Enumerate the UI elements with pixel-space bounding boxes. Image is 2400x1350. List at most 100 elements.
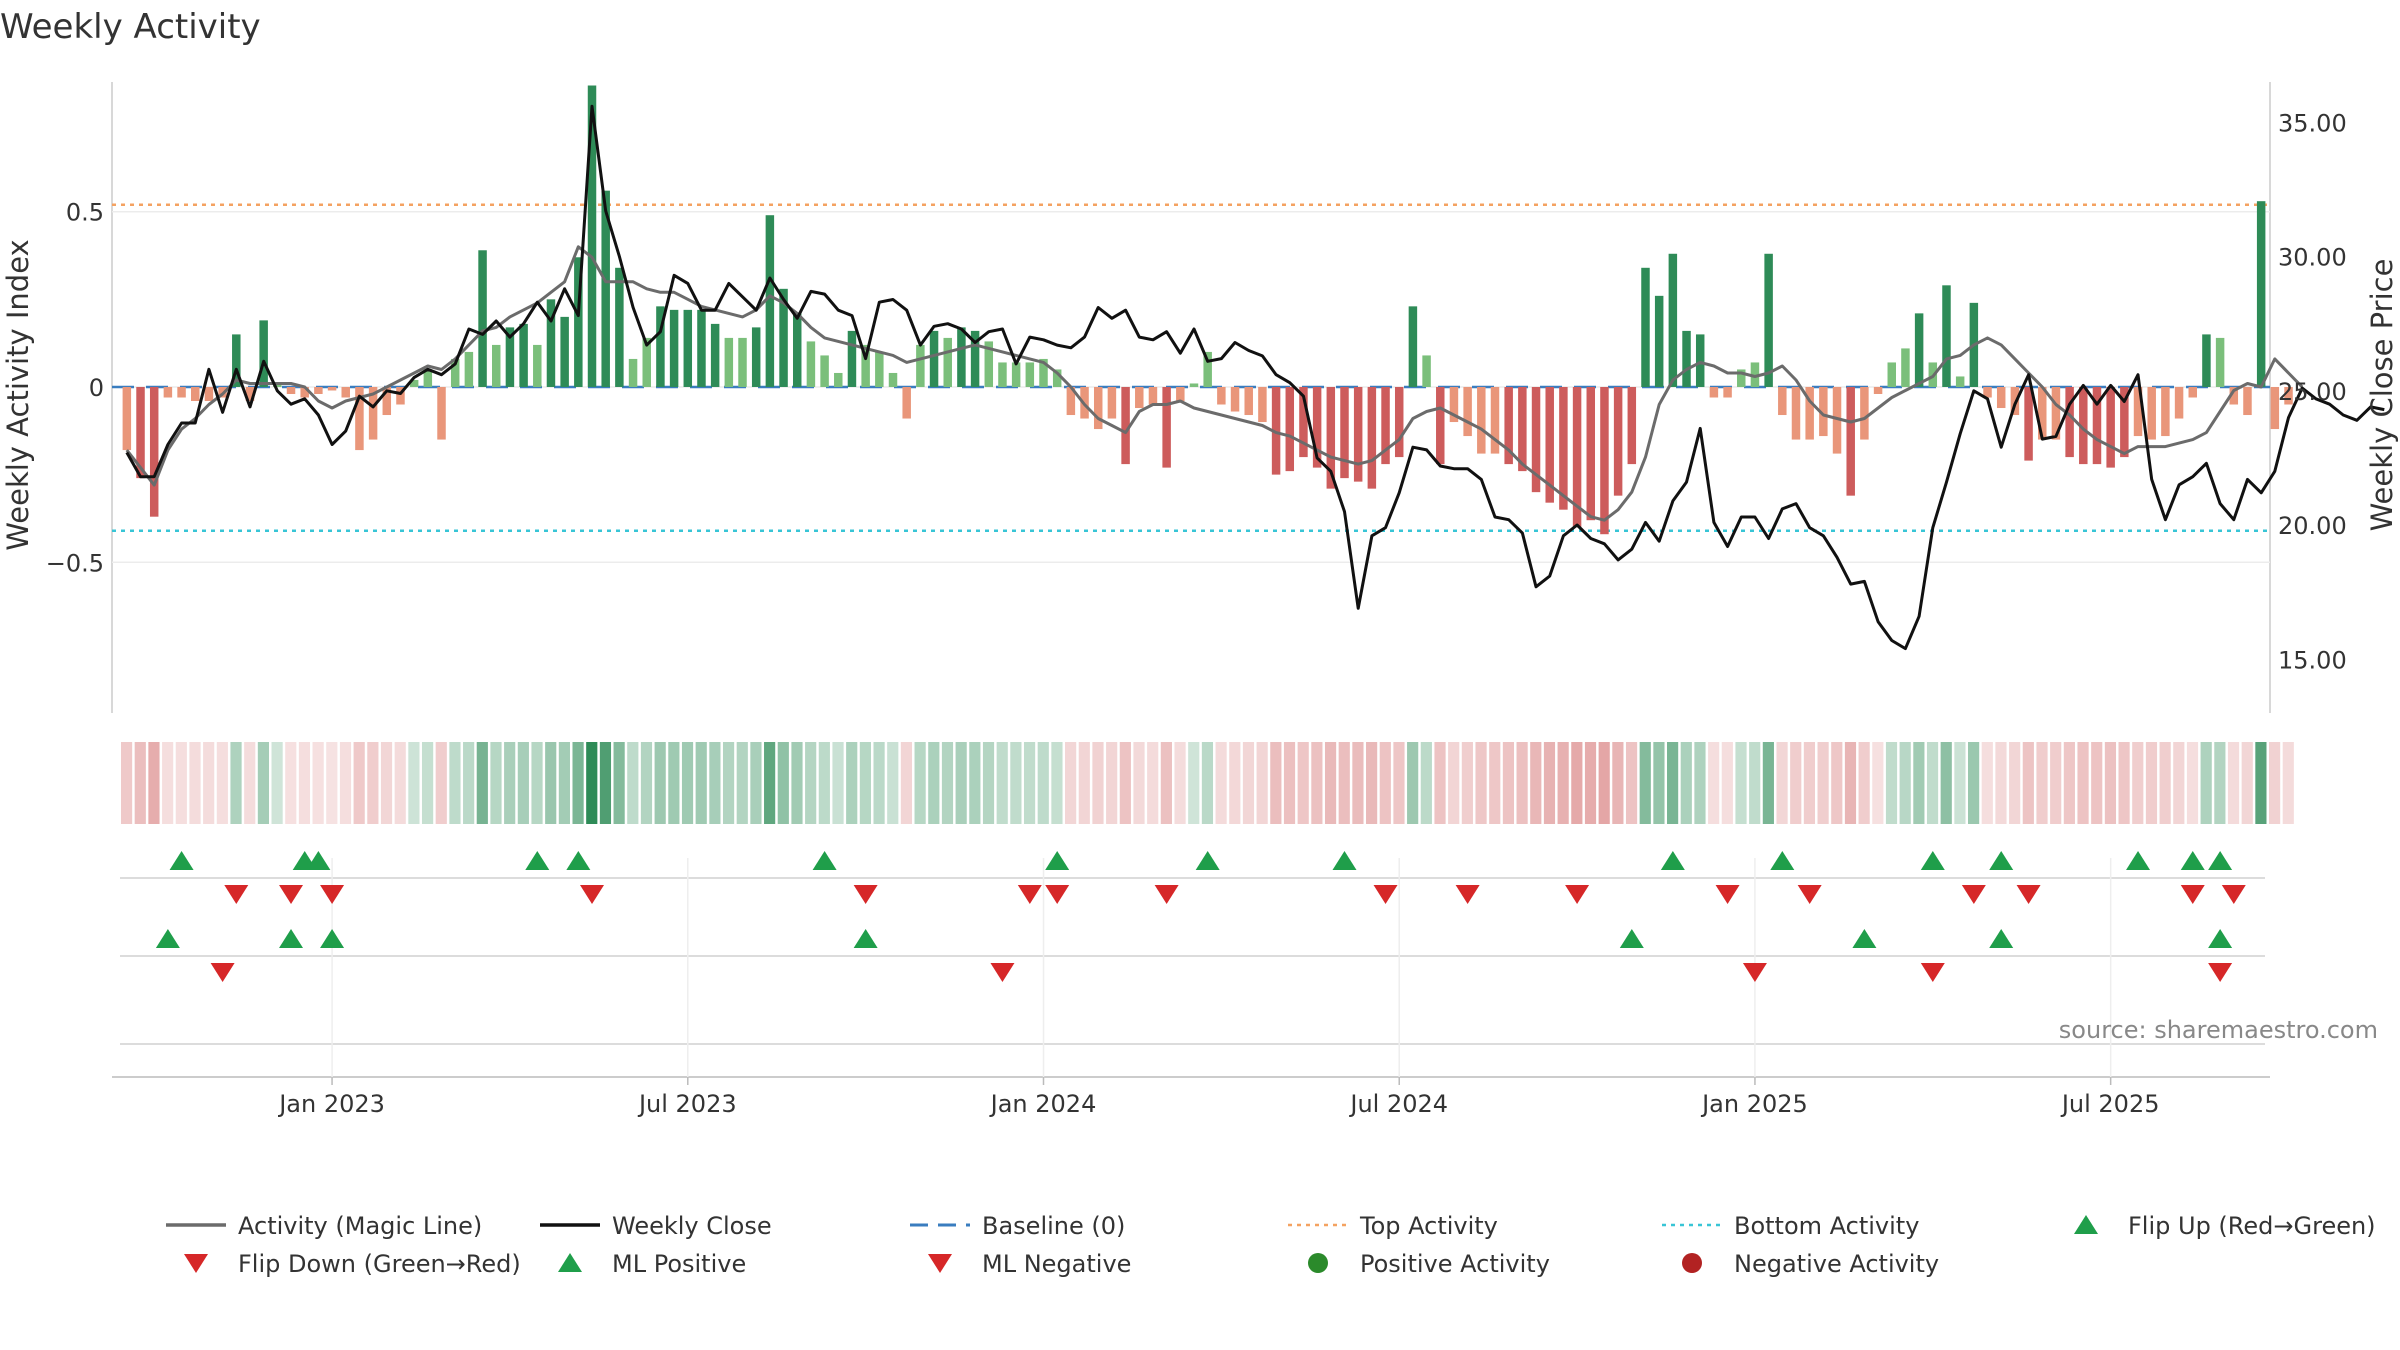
activity-bar — [1162, 386, 1171, 468]
activity-bar — [1203, 351, 1212, 387]
activity-bars — [122, 85, 2293, 535]
activity-bar — [834, 372, 843, 387]
activity-bar — [738, 337, 747, 387]
heat-cell — [476, 742, 488, 824]
legend-swatch — [928, 1254, 952, 1273]
activity-bar — [1285, 386, 1295, 472]
flip-down-marker — [1373, 885, 1398, 904]
heat-cell — [1078, 742, 1090, 824]
activity-bar — [2079, 386, 2088, 465]
flip-down-marker — [320, 885, 345, 904]
heat-cell — [2063, 742, 2075, 824]
heat-cell — [367, 742, 379, 824]
heat-cell — [1242, 742, 1255, 824]
heat-cell — [2050, 742, 2062, 824]
heat-cell — [1502, 742, 1515, 824]
activity-bar — [1901, 348, 1910, 387]
activity-bar — [368, 386, 378, 440]
activity-bar — [492, 344, 501, 387]
heat-cell — [244, 742, 256, 824]
heat-cell — [558, 742, 570, 824]
activity-bar — [2065, 386, 2074, 458]
heat-cell — [1352, 742, 1364, 824]
activity-bar — [847, 330, 857, 387]
heat-cell — [1201, 742, 1214, 824]
activity-bar — [1723, 386, 1732, 398]
activity-bar — [122, 386, 132, 451]
heat-cell — [2159, 742, 2171, 824]
activity-bar — [970, 330, 980, 387]
heat-cell — [1215, 742, 1227, 824]
heat-cell — [2091, 742, 2103, 824]
heat-cell — [1557, 742, 1569, 824]
left-tick-label: 0.5 — [66, 199, 104, 227]
activity-bar — [1052, 369, 1062, 387]
activity-bar — [574, 257, 583, 387]
heat-cell — [2132, 742, 2144, 824]
legend-label: Bottom Activity — [1734, 1212, 1919, 1240]
activity-bar — [1340, 386, 1349, 479]
activity-bar — [957, 327, 966, 387]
legend-item: Baseline (0) — [910, 1212, 1125, 1240]
series-lines — [125, 104, 2385, 651]
activity-bar — [1299, 386, 1308, 458]
legend-item: Weekly Close — [540, 1212, 772, 1240]
ml-negative-marker — [1742, 963, 1767, 982]
right-tick-label: 25.00 — [2278, 378, 2347, 406]
activity-bar — [1778, 386, 1787, 416]
weekly-close-line — [125, 104, 2385, 651]
heat-cell — [1516, 742, 1528, 824]
activity-bar — [1381, 386, 1390, 465]
heat-cell — [2104, 742, 2117, 824]
heat-cell — [2269, 742, 2281, 824]
activity-bar — [697, 309, 706, 387]
legend-label: Negative Activity — [1734, 1250, 1939, 1278]
heat-cell — [1872, 742, 1884, 824]
activity-bar — [1025, 362, 1035, 387]
activity-bar — [683, 309, 693, 387]
activity-bar — [1093, 386, 1103, 430]
heat-cell — [121, 742, 133, 824]
heat-cell — [859, 742, 871, 824]
heat-cell — [1598, 742, 1610, 824]
activity-bar — [1135, 386, 1144, 409]
heat-cell — [777, 742, 789, 824]
heat-cell — [1065, 742, 1077, 824]
heat-cell — [2214, 742, 2226, 824]
heat-cell — [298, 742, 311, 824]
x-tick-label: Jan 2023 — [277, 1090, 385, 1118]
heat-cell — [2022, 742, 2034, 824]
heat-cell — [1653, 742, 1665, 824]
activity-bar — [2024, 386, 2033, 461]
flip-up-marker — [1920, 851, 1945, 870]
activity-bar — [1559, 386, 1568, 510]
left-axis-ticks: 0.5 0 −0.5 — [46, 199, 104, 578]
activity-bar — [1258, 386, 1267, 423]
activity-bar — [1504, 386, 1513, 465]
heat-cell — [627, 742, 639, 824]
legend-item: Positive Activity — [1308, 1250, 1550, 1278]
right-tick-label: 30.00 — [2278, 244, 2347, 272]
heat-cell — [2186, 742, 2199, 824]
activity-bar — [1477, 386, 1486, 454]
legend-item: Top Activity — [1288, 1212, 1498, 1240]
activity-bar — [327, 386, 337, 391]
ml-negative-marker — [1920, 963, 1945, 982]
left-axis-label: Weekly Activity Index — [1, 239, 35, 550]
heat-cell — [2077, 742, 2089, 824]
activity-bar — [1408, 306, 1418, 387]
activity-bar — [1271, 386, 1281, 475]
ml-positive-marker — [1989, 929, 2014, 948]
heat-cell — [1297, 742, 1309, 824]
activity-bar — [2161, 386, 2170, 437]
heat-cell — [1147, 742, 1159, 824]
heat-cell — [1913, 742, 1925, 824]
legend-label: ML Negative — [982, 1250, 1131, 1278]
activity-bar — [232, 334, 241, 387]
heat-cell — [1270, 742, 1282, 824]
activity-bar — [1545, 386, 1554, 503]
heat-cell — [2009, 742, 2021, 824]
activity-bar — [1490, 386, 1500, 454]
